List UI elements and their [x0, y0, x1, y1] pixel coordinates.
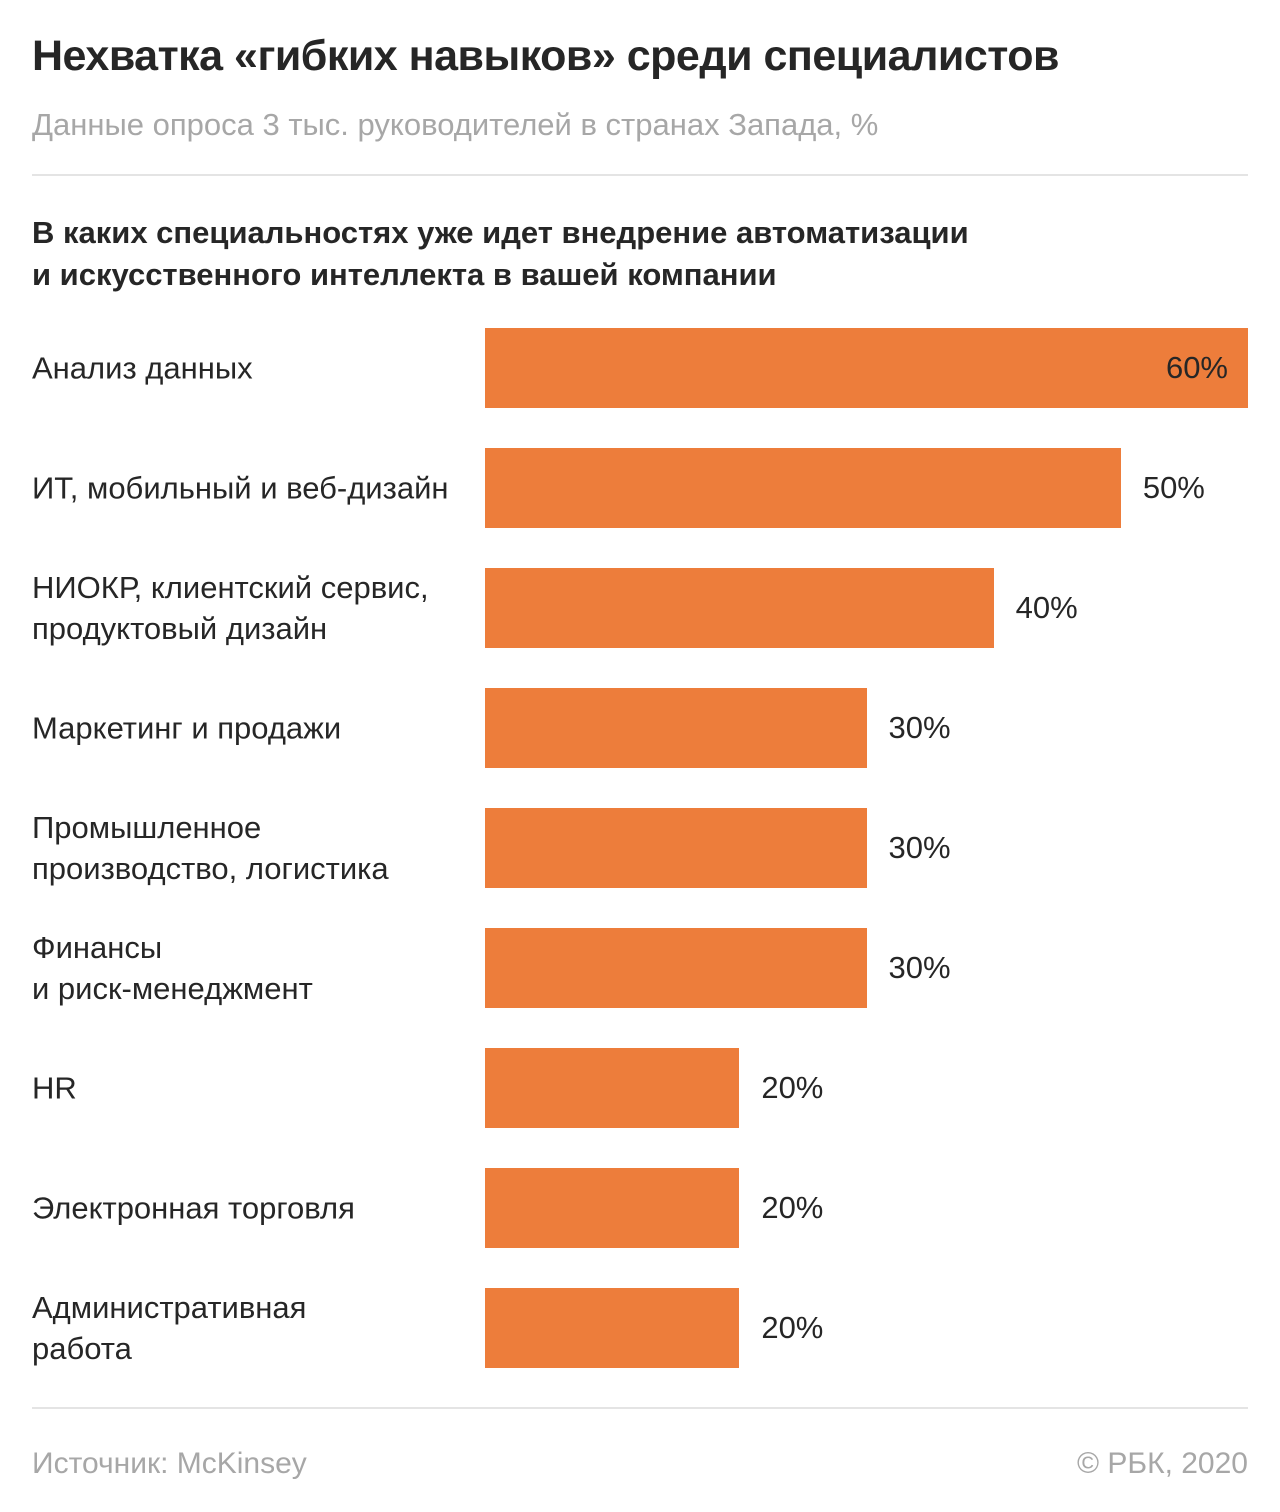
value-label: 20% [761, 1190, 824, 1225]
bar-track: 40% [485, 568, 1248, 648]
chart-row: ИТ, мобильный и веб-дизайн 50% [32, 448, 1248, 528]
category-label-line: продуктовый дизайн [32, 611, 328, 646]
category-label-line: Административная [32, 1290, 307, 1325]
bar [485, 568, 994, 648]
category-label: НИОКР, клиентский сервис, продуктовый диз… [32, 567, 477, 649]
category-label: HR [32, 1068, 477, 1109]
header-divider [32, 174, 1248, 176]
bar [485, 1048, 740, 1128]
chart-row: НИОКР, клиентский сервис, продуктовый диз… [32, 568, 1248, 648]
bar-track: 60% [485, 328, 1248, 408]
chart-row: Административная работа 20% [32, 1288, 1248, 1368]
bar [485, 1168, 740, 1248]
chart-row: Промышленное производство, логистика 30% [32, 808, 1248, 888]
bar-track: 30% [485, 928, 1248, 1008]
chart-row: Анализ данных 60% [32, 328, 1248, 408]
page-title: Нехватка «гибких навыков» среди специали… [32, 32, 1059, 80]
value-label: 20% [761, 1310, 824, 1345]
category-label: Маркетинг и продажи [32, 708, 477, 749]
category-label: Промышленное производство, логистика [32, 807, 477, 889]
value-label: 20% [761, 1070, 824, 1105]
bar-track: 20% [485, 1048, 1248, 1128]
category-label-line: Промышленное [32, 810, 262, 845]
bar-track: 20% [485, 1168, 1248, 1248]
category-label: ИТ, мобильный и веб-дизайн [32, 468, 477, 509]
bar-track: 30% [485, 688, 1248, 768]
copyright-label: © РБК, 2020 [1076, 1447, 1248, 1480]
category-label-line: ИТ, мобильный и веб-дизайн [32, 470, 449, 506]
chart-row: Электронная торговля 20% [32, 1168, 1248, 1248]
category-label: Анализ данных [32, 348, 477, 389]
category-label-line: Маркетинг и продажи [32, 710, 342, 746]
chart-row: Финансы и риск-менеджмент 30% [32, 928, 1248, 1008]
bar: 60% [485, 328, 1248, 408]
value-label: 30% [888, 830, 951, 865]
bar-track: 30% [485, 808, 1248, 888]
bar [485, 928, 867, 1008]
category-label-line: HR [32, 1070, 77, 1106]
bar-track: 50% [485, 448, 1248, 528]
category-label-line: и риск-менеджмент [32, 971, 313, 1006]
category-label: Электронная торговля [32, 1188, 477, 1229]
footer-divider [32, 1407, 1248, 1409]
chart-question-line-1: В каких специальностях уже идет внедрени… [32, 215, 969, 250]
category-label-line: производство, логистика [32, 851, 389, 886]
chart-row: Маркетинг и продажи 30% [32, 688, 1248, 768]
bar [485, 808, 867, 888]
category-label-line: Анализ данных [32, 350, 253, 386]
value-label: 60% [1165, 350, 1228, 385]
bar-track: 20% [485, 1288, 1248, 1368]
category-label-line: НИОКР, клиентский сервис, [32, 570, 429, 605]
value-label: 40% [1015, 590, 1078, 625]
category-label: Административная работа [32, 1287, 477, 1369]
category-label-line: Финансы [32, 930, 163, 965]
chart-question-line-2: и искусственного интеллекта в вашей комп… [32, 257, 777, 292]
value-label: 30% [888, 710, 951, 745]
chart-row: HR 20% [32, 1048, 1248, 1128]
bar-chart: Анализ данных 60% ИТ, мобильный и веб-диза… [32, 328, 1248, 1368]
category-label: Финансы и риск-менеджмент [32, 927, 477, 1009]
bar [485, 688, 867, 768]
footer: Источник: McKinsey © РБК, 2020 [32, 1445, 1248, 1483]
category-label-line: работа [32, 1331, 132, 1366]
value-label: 30% [888, 950, 951, 985]
value-label: 50% [1142, 470, 1205, 505]
category-label-line: Электронная торговля [32, 1190, 355, 1226]
page-subtitle: Данные опроса 3 тыс. руководителей в стр… [32, 107, 879, 142]
bar [485, 1288, 740, 1368]
bar [485, 448, 1121, 528]
source-label: Источник: McKinsey [32, 1447, 307, 1480]
chart-question: В каких специальностях уже идет внедрени… [32, 212, 1248, 296]
